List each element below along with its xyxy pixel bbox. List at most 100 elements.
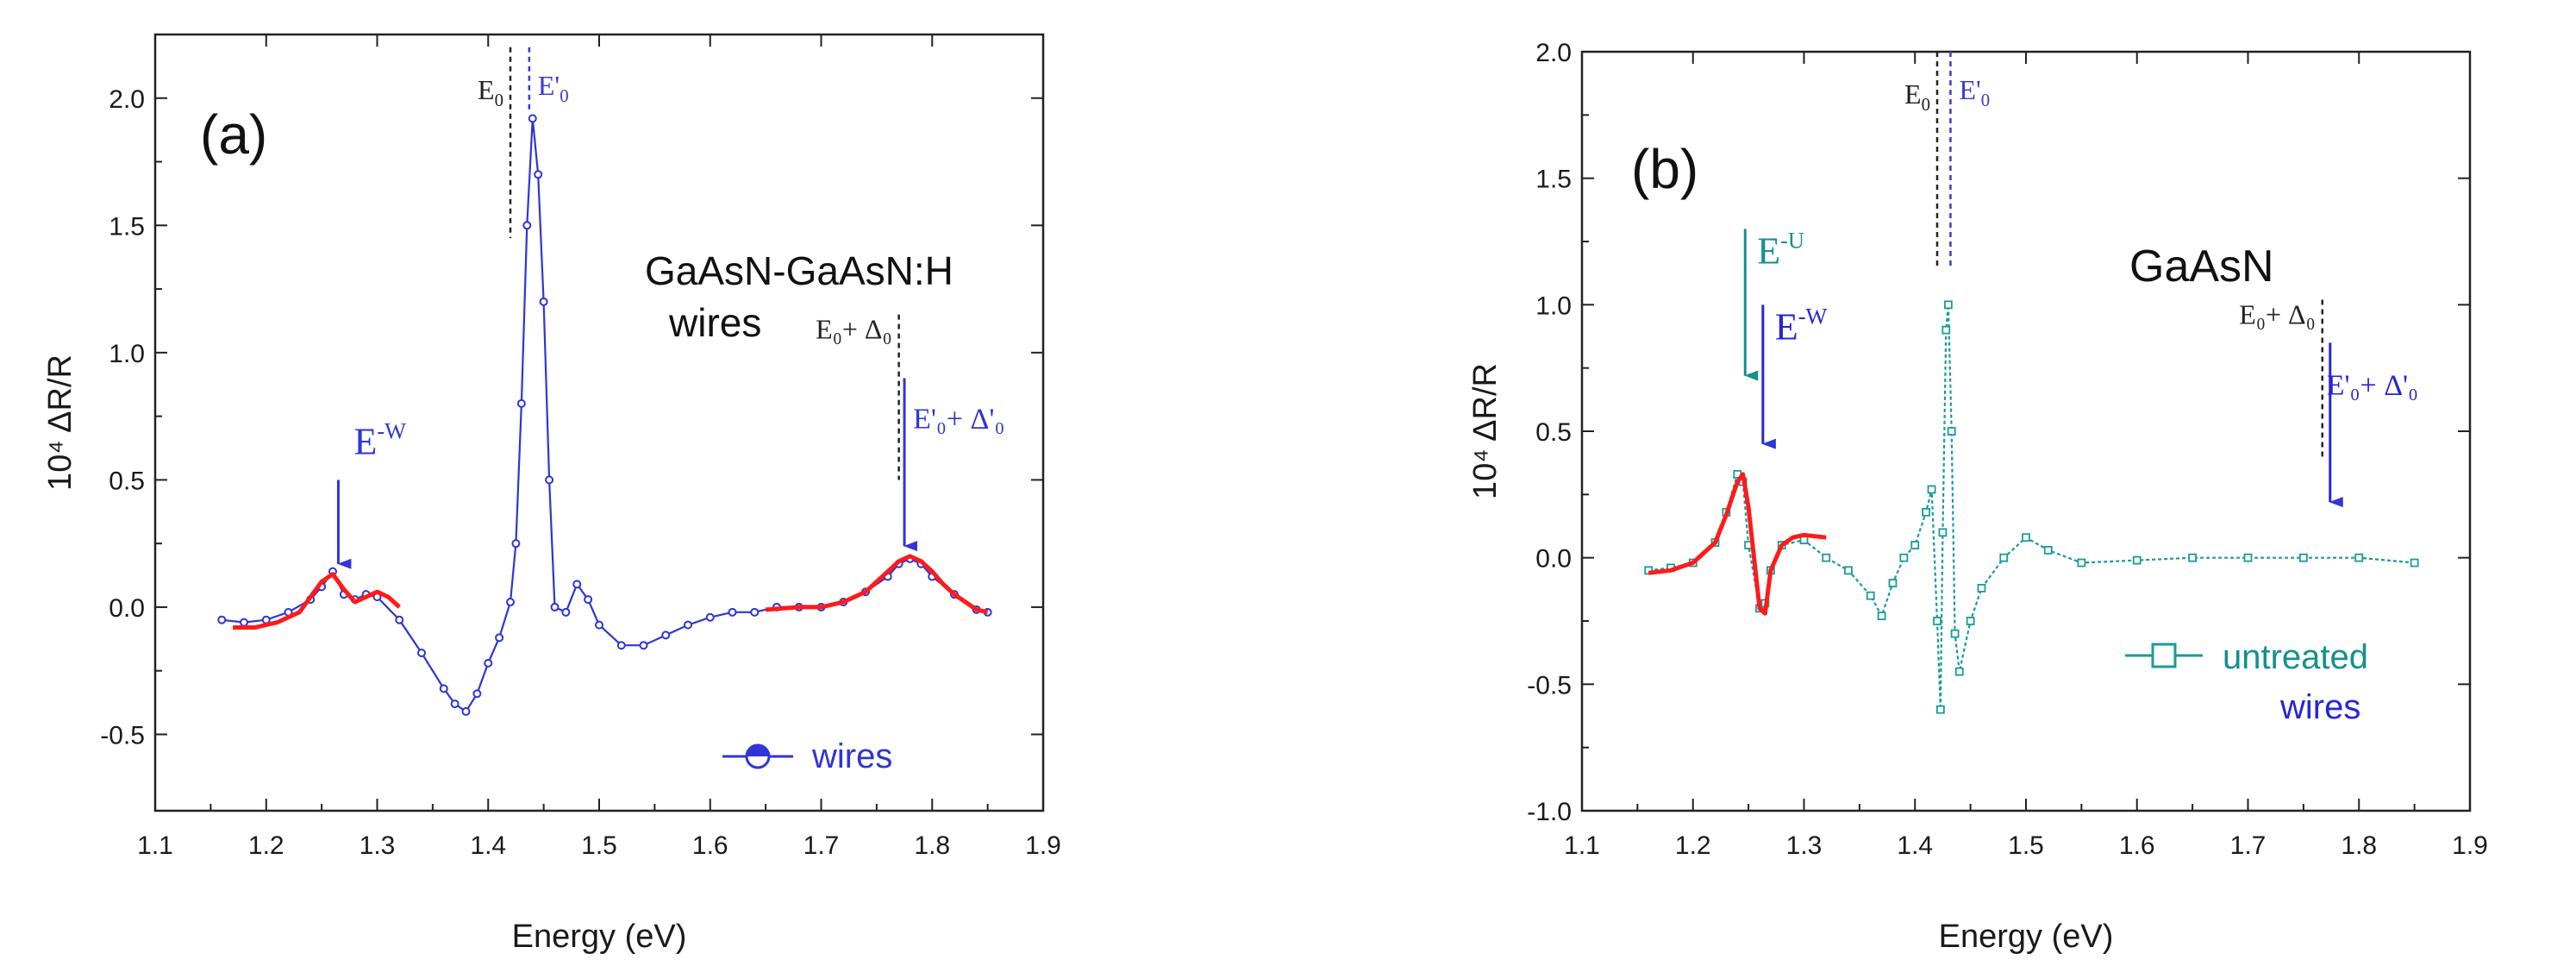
panel-a-x-tick-label: 1.7 <box>803 831 840 860</box>
panel-b-ticks <box>1581 51 2471 812</box>
panel-b-x-tick-label: 1.4 <box>1897 831 1933 860</box>
panel-a-data-point <box>472 689 482 699</box>
panel-a-ticks <box>154 34 1044 811</box>
panel-a-x-axis-label: Energy (eV) <box>512 919 687 955</box>
panel-b-x-tick-labels: 1.1 1.2 1.3 1.4 1.5 1.6 1.7 1.8 1.9 <box>1564 831 2488 860</box>
panel-b-data-point <box>2298 553 2308 562</box>
panel-a-data-point <box>572 580 582 589</box>
panel-a-subtitle: wires <box>668 300 761 345</box>
panel-a-data-point <box>522 221 532 230</box>
panel-a-x-tick-labels: 1.1 1.2 1.3 1.4 1.5 1.6 1.7 1.8 1.9 <box>137 831 1061 860</box>
panel-a-data-point <box>516 398 526 408</box>
panel-b-x-tick-label: 1.9 <box>2452 831 2488 860</box>
panel-b-data-point <box>1943 300 1953 310</box>
panel-b-x-tick-label: 1.2 <box>1675 831 1711 860</box>
panel-b-title: GaAsN <box>2129 242 2274 292</box>
panel-a-data-point <box>417 649 426 658</box>
panel-b-x-axis-label: Energy (eV) <box>1939 919 2114 955</box>
panel-b-annotation-label: E₀+ Δ₀ <box>2239 298 2315 329</box>
panel-b-y-tick-label: -1.0 <box>1527 798 1572 826</box>
panel-a-annotation-label: E'₀+ Δ'₀ <box>913 403 1004 435</box>
panel-a-data-point <box>217 615 227 624</box>
panel-a-data-point <box>511 539 521 549</box>
panel-b-legend: untreated wires <box>2125 638 2368 726</box>
panel-b-data-point <box>1954 667 1964 676</box>
panel-a-data-point <box>534 170 543 179</box>
panel-a-x-tick-label: 1.2 <box>248 831 284 860</box>
panel-b-data-point <box>1966 617 1975 625</box>
panel-a-label: (a) <box>200 104 267 166</box>
panel-b-fit-line <box>1648 472 1827 616</box>
panel-a-x-tick-label: 1.8 <box>914 831 950 860</box>
panel-b-x-tick-label: 1.6 <box>2119 831 2155 860</box>
panel-a-data-point <box>539 297 548 306</box>
panel-b-x-tick-label: 1.8 <box>2341 831 2377 860</box>
panel-a-data-point <box>395 615 404 624</box>
panel-b-y-tick-label: 1.0 <box>1535 292 1572 320</box>
panel-b-annotation-label: E-U <box>1757 227 1804 272</box>
panel-a-x-tick-label: 1.3 <box>360 831 396 860</box>
panel-b-x-tick-label: 1.3 <box>1786 831 1823 860</box>
panel-b-data-point <box>2043 545 2053 555</box>
legend-b-marker <box>2151 643 2177 668</box>
panel-b-data-point <box>2022 533 2030 543</box>
panel-b-data-point <box>1933 617 1941 625</box>
panel-b-y-tick-label: 2.0 <box>1535 39 1572 67</box>
panel-a-legend: wires <box>722 737 892 775</box>
panel-a-x-tick-label: 1.6 <box>692 831 728 860</box>
panel-a-data-point <box>240 618 248 627</box>
panel-a-annotation-label: E'0 <box>538 70 569 106</box>
panel-a: 1.1 1.2 1.3 1.4 1.5 1.6 1.7 1.8 1.9 -0.5 0.0 0.5 1.… <box>42 33 1061 955</box>
legend-a-label: wires <box>811 737 892 775</box>
panel-b-data-point <box>1999 553 2009 562</box>
panel-a-data-point <box>616 641 626 650</box>
panel-b-y-tick-label: 0.0 <box>1535 545 1572 574</box>
panel-a-x-tick-label: 1.5 <box>581 831 617 860</box>
panel-b-annotations: E-U E-W E0 E'0 E₀+ Δ₀ E'₀+ Δ'₀ <box>1743 52 2418 508</box>
panel-b-data-point <box>2188 553 2198 562</box>
panel-b-data-point <box>1950 629 1960 638</box>
panel-a-x-tick-label: 1.9 <box>1025 831 1061 860</box>
panel-b-data-point <box>1977 583 1986 593</box>
panel-b-data-point <box>1922 507 1931 517</box>
panel-b-data-point <box>1877 612 1886 621</box>
panel-b-x-tick-label: 1.1 <box>1564 831 1600 860</box>
legend-a-marker-fill <box>747 745 769 756</box>
panel-a-data-point <box>528 114 537 123</box>
panel-a-x-tick-label: 1.1 <box>137 831 173 860</box>
panel-a-annotation-label: E₀+ Δ₀ <box>816 314 891 345</box>
panel-b-data-point <box>2132 555 2141 565</box>
panel-b-y-tick-label: 0.5 <box>1535 418 1572 447</box>
panel-b-y-tick-label: 1.5 <box>1535 166 1572 194</box>
panel-a-data-point <box>495 633 504 643</box>
panel-b-annotation-label: E'0 <box>1959 74 1990 110</box>
panel-a-title: GaAsN-GaAsN:H <box>645 248 953 293</box>
legend-b-label-2: wires <box>2279 688 2360 726</box>
panel-a-data-line <box>222 118 988 713</box>
panel-a-data-point <box>661 630 671 640</box>
legend-b-label-1: untreated <box>2223 638 2368 676</box>
panel-a-data-point <box>545 475 554 485</box>
panel-b-data-point <box>1822 553 1831 562</box>
panel-a-data-point <box>439 684 448 693</box>
panel-b-data-point <box>1947 427 1956 436</box>
panel-b-data-point <box>1910 541 1920 549</box>
panel-a-data-point <box>584 595 593 605</box>
panel-b-label: (b) <box>1631 138 1698 200</box>
panel-a-data-point <box>461 706 471 716</box>
panel-b-data-point <box>2077 558 2086 568</box>
panel-a-data-point <box>684 620 692 630</box>
panel-a-data-point <box>595 620 603 630</box>
panel-b-data-point <box>1899 553 1909 562</box>
panel-b-annotation-label: E-W <box>1775 303 1828 348</box>
panel-b-annotation-label: E0 <box>1904 78 1930 115</box>
panel-a-annotation-label: E0 <box>478 74 503 110</box>
panel-a-data-point <box>506 598 515 607</box>
panel-b-data-point <box>1935 705 1945 714</box>
panel-a-y-tick-label: 1.0 <box>109 340 145 368</box>
panel-b-y-axis-label: 10⁴ ΔR/R <box>1467 363 1504 499</box>
panel-b-annotation-label: E'₀+ Δ'₀ <box>2327 369 2418 401</box>
panel-a-y-tick-labels: -0.5 0.0 0.5 1.0 1.5 2.0 <box>100 85 145 750</box>
panel-a-y-tick-label: 0.0 <box>109 594 145 623</box>
